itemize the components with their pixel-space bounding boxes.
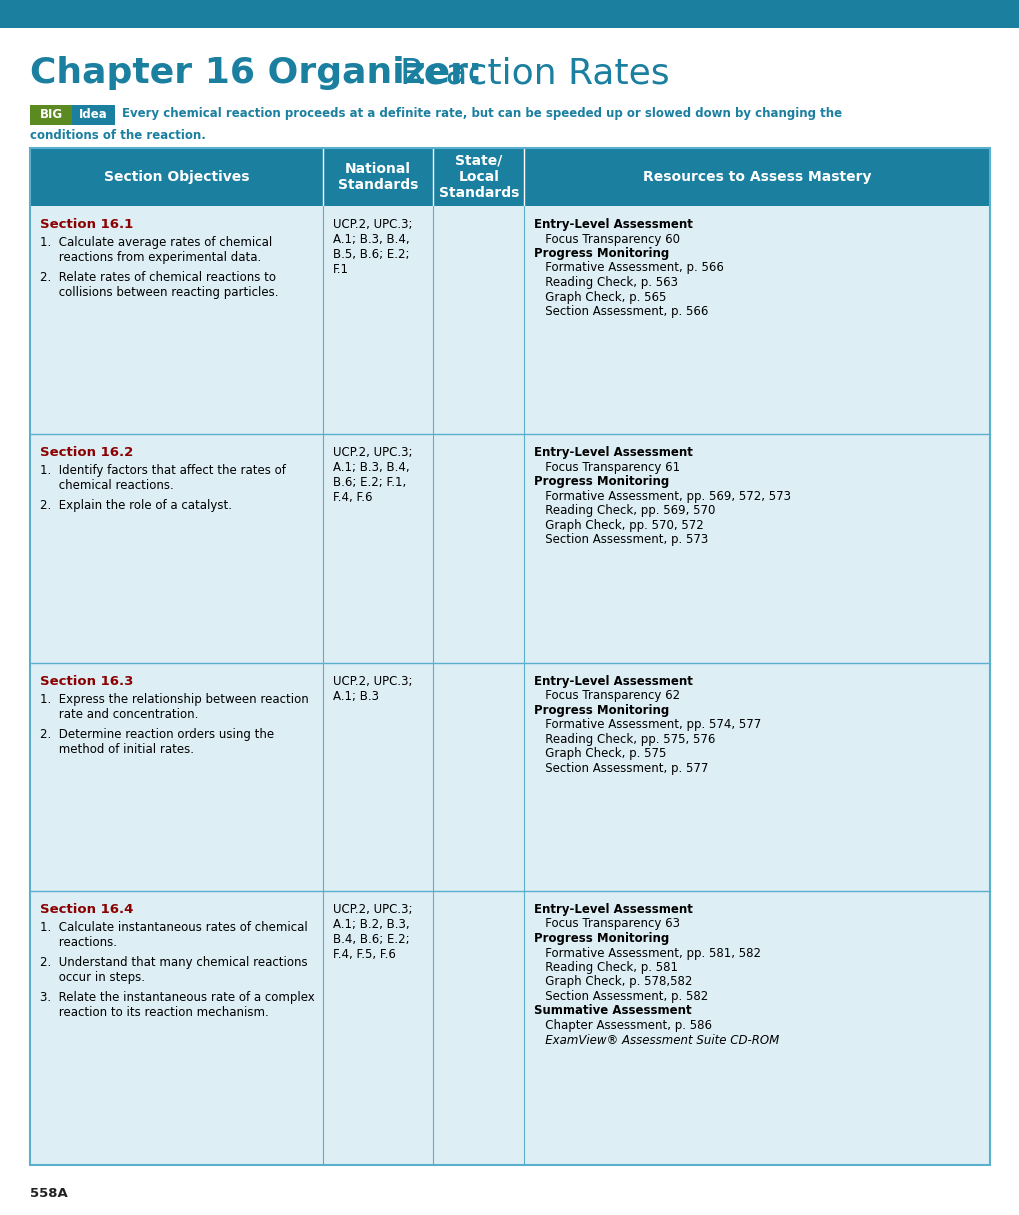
Text: Reading Check, pp. 575, 576: Reading Check, pp. 575, 576 (534, 733, 715, 746)
Text: Chapter Assessment, p. 586: Chapter Assessment, p. 586 (534, 1019, 711, 1032)
Text: Resources to Assess Mastery: Resources to Assess Mastery (642, 170, 870, 183)
Text: Reading Check, p. 581: Reading Check, p. 581 (534, 961, 678, 974)
Text: Reaction Rates: Reaction Rates (399, 56, 668, 90)
Text: Reading Check, pp. 569, 570: Reading Check, pp. 569, 570 (534, 504, 715, 518)
Text: Entry-Level Assessment: Entry-Level Assessment (534, 446, 693, 459)
Bar (30, 148, 989, 1165)
Text: 1.  Express the relationship between reaction
     rate and concentration.: 1. Express the relationship between reac… (40, 693, 309, 720)
Text: Progress Monitoring: Progress Monitoring (534, 703, 669, 717)
Text: Progress Monitoring: Progress Monitoring (534, 247, 669, 260)
Text: Focus Transparency 62: Focus Transparency 62 (534, 689, 680, 702)
Bar (30, 148, 989, 207)
Text: Formative Assessment, pp. 569, 572, 573: Formative Assessment, pp. 569, 572, 573 (534, 490, 791, 503)
Text: Section Assessment, p. 577: Section Assessment, p. 577 (534, 762, 708, 775)
Bar (30, 104, 72, 125)
Text: Focus Transparency 61: Focus Transparency 61 (534, 460, 680, 474)
Text: conditions of the reaction.: conditions of the reaction. (30, 129, 206, 142)
Text: ExamView® Assessment Suite CD-ROM: ExamView® Assessment Suite CD-ROM (534, 1034, 779, 1046)
Text: State/
Local
Standards: State/ Local Standards (438, 154, 519, 200)
Text: Formative Assessment, p. 566: Formative Assessment, p. 566 (534, 261, 723, 275)
Text: Graph Check, p. 565: Graph Check, p. 565 (534, 290, 666, 304)
Text: Entry-Level Assessment: Entry-Level Assessment (534, 217, 693, 231)
Text: UCP.2, UPC.3;
A.1; B.2, B.3,
B.4, B.6; E.2;
F.4, F.5, F.6: UCP.2, UPC.3; A.1; B.2, B.3, B.4, B.6; E… (332, 903, 412, 961)
Bar (30, 891, 989, 1165)
Bar (30, 207, 989, 434)
Text: 2.  Relate rates of chemical reactions to
     collisions between reacting parti: 2. Relate rates of chemical reactions to… (40, 271, 278, 299)
Text: Section Assessment, p. 573: Section Assessment, p. 573 (534, 533, 708, 547)
Text: Chapter 16 Organizer:: Chapter 16 Organizer: (30, 56, 482, 90)
Text: BIG: BIG (40, 108, 62, 122)
Text: Section 16.1: Section 16.1 (40, 217, 133, 231)
Text: Graph Check, p. 578,582: Graph Check, p. 578,582 (534, 976, 692, 989)
Bar (0, 0, 1019, 28)
Text: Entry-Level Assessment: Entry-Level Assessment (534, 903, 693, 916)
Text: Entry-Level Assessment: Entry-Level Assessment (534, 674, 693, 688)
Text: 1.  Identify factors that affect the rates of
     chemical reactions.: 1. Identify factors that affect the rate… (40, 464, 285, 492)
Text: Summative Assessment: Summative Assessment (534, 1005, 691, 1017)
Text: Idea: Idea (79, 108, 108, 122)
Text: 2.  Understand that many chemical reactions
     occur in steps.: 2. Understand that many chemical reactio… (40, 956, 308, 984)
Text: Section 16.4: Section 16.4 (40, 903, 133, 916)
Text: Graph Check, p. 575: Graph Check, p. 575 (534, 747, 666, 761)
Text: Focus Transparency 60: Focus Transparency 60 (534, 232, 680, 245)
Text: Graph Check, pp. 570, 572: Graph Check, pp. 570, 572 (534, 519, 703, 532)
Text: Progress Monitoring: Progress Monitoring (534, 932, 669, 945)
Text: Focus Transparency 63: Focus Transparency 63 (534, 917, 680, 931)
Text: Section Assessment, p. 566: Section Assessment, p. 566 (534, 305, 708, 318)
Text: National
Standards: National Standards (337, 162, 418, 192)
Text: UCP.2, UPC.3;
A.1; B.3, B.4,
B.5, B.6; E.2;
F.1: UCP.2, UPC.3; A.1; B.3, B.4, B.5, B.6; E… (332, 217, 412, 276)
Text: Section 16.2: Section 16.2 (40, 446, 133, 459)
Text: Formative Assessment, pp. 581, 582: Formative Assessment, pp. 581, 582 (534, 946, 760, 960)
Text: Section Objectives: Section Objectives (104, 170, 249, 183)
Text: 2.  Determine reaction orders using the
     method of initial rates.: 2. Determine reaction orders using the m… (40, 728, 274, 756)
Text: 1.  Calculate average rates of chemical
     reactions from experimental data.: 1. Calculate average rates of chemical r… (40, 236, 272, 264)
Bar (30, 662, 989, 891)
Text: 3.  Relate the instantaneous rate of a complex
     reaction to its reaction mec: 3. Relate the instantaneous rate of a co… (40, 991, 315, 1019)
Bar (72, 104, 115, 125)
Text: Progress Monitoring: Progress Monitoring (534, 475, 669, 488)
Text: 2.  Explain the role of a catalyst.: 2. Explain the role of a catalyst. (40, 499, 231, 513)
Text: UCP.2, UPC.3;
A.1; B.3, B.4,
B.6; E.2; F.1,
F.4, F.6: UCP.2, UPC.3; A.1; B.3, B.4, B.6; E.2; F… (332, 446, 412, 504)
Text: Formative Assessment, pp. 574, 577: Formative Assessment, pp. 574, 577 (534, 718, 761, 731)
Text: 558A: 558A (30, 1187, 67, 1200)
Text: UCP.2, UPC.3;
A.1; B.3: UCP.2, UPC.3; A.1; B.3 (332, 674, 412, 702)
Text: Every chemical reaction proceeds at a definite rate, but can be speeded up or sl: Every chemical reaction proceeds at a de… (122, 107, 842, 120)
Text: Section 16.3: Section 16.3 (40, 674, 133, 688)
Text: 1.  Calculate instantaneous rates of chemical
     reactions.: 1. Calculate instantaneous rates of chem… (40, 921, 308, 949)
Bar (30, 434, 989, 662)
Text: Reading Check, p. 563: Reading Check, p. 563 (534, 276, 678, 289)
Text: Section Assessment, p. 582: Section Assessment, p. 582 (534, 990, 708, 1004)
